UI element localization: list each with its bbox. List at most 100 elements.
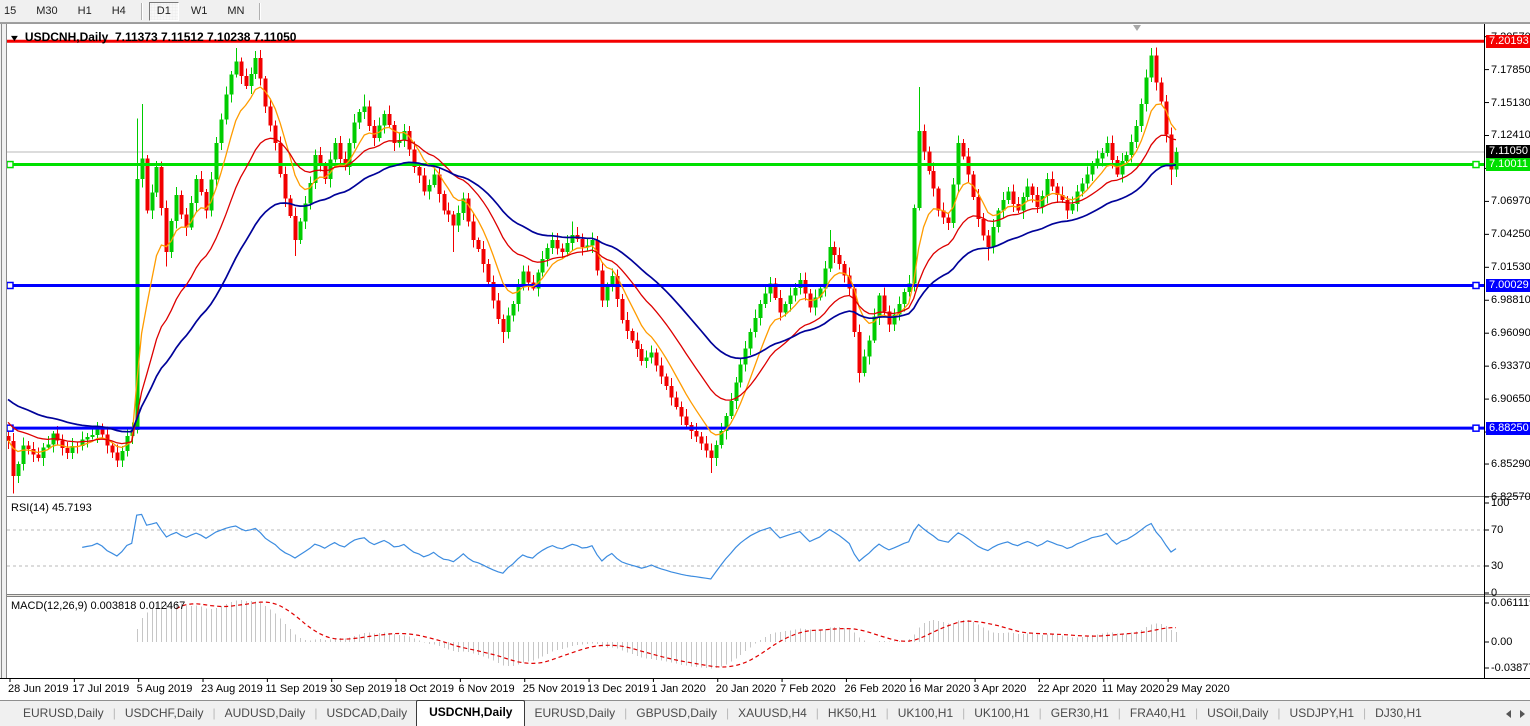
price-tick-label: 6.82570 [1491, 490, 1530, 503]
chart-tab-usdjpy-h1[interactable]: USDJPY,H1 [1289, 706, 1355, 720]
macd-scale-label: 0.061119 [1491, 597, 1530, 609]
tab-separator: | [314, 706, 318, 720]
date-tick-label: 7 Feb 2020 [780, 683, 836, 695]
price-tick-label: 6.90650 [1491, 393, 1530, 406]
symbol-dropdown-icon[interactable]: ▼ [8, 33, 21, 43]
rsi-scale-label: 0 [1491, 587, 1498, 599]
date-tick-label: 11 Sep 2019 [265, 683, 327, 695]
rsi-indicator-label: RSI(14) 45.7193 [11, 502, 92, 514]
chart-tab-ger30-h1[interactable]: GER30,H1 [1050, 706, 1109, 720]
date-tick-label: 17 Jul 2019 [72, 683, 130, 695]
price-tick-label: 7.12410 [1491, 129, 1530, 142]
hline-price-label: 7.20193 [1486, 34, 1530, 48]
price-chart-canvas[interactable] [0, 23, 1530, 700]
tab-separator: | [1038, 706, 1042, 720]
chart-symbol-label: USDCNH,Daily [24, 30, 109, 44]
chart-tab-fra40-h1[interactable]: FRA40,H1 [1129, 706, 1186, 720]
chart-tab-hk50-h1[interactable]: HK50,H1 [827, 706, 877, 720]
tab-separator: | [725, 706, 730, 720]
rsi-line [82, 513, 1177, 580]
price-tick-label: 7.06970 [1491, 195, 1530, 208]
tab-separator: | [1117, 706, 1121, 720]
tab-separator: | [624, 706, 628, 720]
timeframe-button-mn[interactable]: MN [227, 4, 245, 17]
timeframe-button-15[interactable]: 15 [4, 4, 17, 17]
price-tick-label: 6.85290 [1491, 458, 1530, 471]
chart-tab-usdcad-daily[interactable]: USDCAD,Daily [326, 706, 408, 720]
toolbar-separator [140, 2, 142, 20]
tab-separator: | [112, 706, 116, 720]
hline-price-label: 7.10011 [1486, 158, 1530, 172]
date-tick-label: 13 Dec 2019 [587, 683, 650, 695]
chart-tab-eurusd-daily[interactable]: EURUSD,Daily [23, 706, 104, 720]
date-tick-label: 5 Aug 2019 [136, 683, 193, 695]
tab-separator: | [1194, 706, 1199, 720]
date-tick-label: 1 Jan 2020 [651, 683, 706, 695]
toolbar-separator [259, 2, 261, 20]
hline-price-label: 6.88250 [1486, 421, 1530, 435]
current-price-label: 7.11050 [1486, 145, 1530, 159]
price-tick-label: 7.15130 [1491, 96, 1530, 109]
tab-separator: | [962, 706, 966, 720]
date-tick-label: 18 Oct 2019 [394, 683, 454, 695]
ma-fast-orange [7, 86, 1177, 454]
chart-tab-usdchf-daily[interactable]: USDCHF,Daily [124, 706, 204, 720]
macd-signal-line [176, 601, 1177, 668]
rsi-scale-label: 70 [1491, 524, 1504, 536]
timeframe-button-h1[interactable]: H1 [77, 4, 92, 17]
tab-separator: | [212, 706, 216, 720]
tab-separator: | [1363, 706, 1367, 720]
price-tick-label: 6.96090 [1491, 327, 1530, 340]
price-tick-label: 6.93370 [1491, 360, 1530, 373]
ma-slow-navy [7, 161, 1177, 433]
chart-tab-eurusd-daily[interactable]: EURUSD,Daily [534, 706, 616, 720]
chart-tab-uk100-h1[interactable]: UK100,H1 [974, 706, 1030, 720]
chart-tab-dj30-h1[interactable]: DJ30,H1 [1375, 706, 1422, 720]
tab-separator: | [1277, 706, 1281, 720]
date-tick-label: 22 Apr 2020 [1037, 683, 1097, 695]
chart-tab-xauusd-h4[interactable]: XAUUSD,H4 [738, 706, 807, 720]
timeframe-button-h4[interactable]: H4 [111, 4, 126, 17]
chart-shift-marker [1133, 25, 1141, 31]
timeframe-button-w1[interactable]: W1 [190, 4, 208, 17]
rsi-scale-label: 30 [1491, 560, 1504, 572]
tab-separator: | [815, 706, 819, 720]
price-tick-label: 7.17850 [1491, 63, 1530, 76]
date-tick-label: 23 Aug 2019 [201, 683, 263, 695]
chart-tab-usoil-daily[interactable]: USOil,Daily [1207, 706, 1269, 720]
tab-scroll-arrows [1506, 710, 1525, 718]
date-tick-label: 29 May 2020 [1166, 683, 1230, 695]
chart-tab-gbpusd-daily[interactable]: GBPUSD,Daily [636, 706, 717, 720]
chart-window: ▼ USDCNH,Daily 7.11373 7.11512 7.10238 7.… [0, 23, 1530, 700]
macd-indicator-label: MACD(12,26,9) 0.003818 0.012467 [11, 600, 186, 612]
date-tick-label: 3 Apr 2020 [973, 683, 1027, 695]
rsi-panel [7, 513, 1484, 580]
price-tick-label: 7.01530 [1491, 261, 1530, 274]
tab-scroll-right-icon[interactable] [1520, 710, 1525, 718]
tab-separator: | [885, 706, 889, 720]
ma-mid-red [7, 134, 1177, 445]
chart-tab-usdcnh-daily[interactable]: USDCNH,Daily [416, 700, 526, 726]
timeframe-button-m30[interactable]: M30 [36, 4, 58, 17]
date-tick-label: 20 Jan 2020 [715, 683, 777, 695]
date-tick-label: 16 Mar 2020 [908, 683, 971, 695]
timeframe-button-d1[interactable]: D1 [148, 1, 179, 21]
date-tick-label: 6 Nov 2019 [458, 683, 515, 695]
chart-tab-uk100-h1[interactable]: UK100,H1 [897, 706, 954, 720]
chart-tab-audusd-daily[interactable]: AUDUSD,Daily [224, 706, 306, 720]
timeframe-toolbar: 15 M30 H1 H4 D1 W1 MN [0, 0, 1530, 23]
tab-scroll-left-icon[interactable] [1506, 710, 1511, 718]
price-tick-label: 7.04250 [1491, 228, 1530, 241]
date-tick-label: 11 May 2020 [1101, 683, 1165, 695]
main-price-panel [7, 39, 1484, 494]
date-tick-label: 28 Jun 2019 [8, 683, 69, 695]
chart-ohlc-values: 7.11373 7.11512 7.10238 7.11050 [114, 30, 297, 44]
chart-tab-bar: EURUSD,Daily | USDCHF,Daily | AUDUSD,Daily | U… [0, 700, 1530, 726]
date-tick-label: 26 Feb 2020 [844, 683, 907, 695]
date-tick-label: 25 Nov 2019 [522, 683, 586, 695]
macd-panel [137, 600, 1177, 669]
date-tick-label: 30 Sep 2019 [329, 683, 393, 695]
macd-scale-label: 0.00 [1491, 636, 1513, 648]
hline-price-label: 7.00029 [1486, 278, 1530, 292]
